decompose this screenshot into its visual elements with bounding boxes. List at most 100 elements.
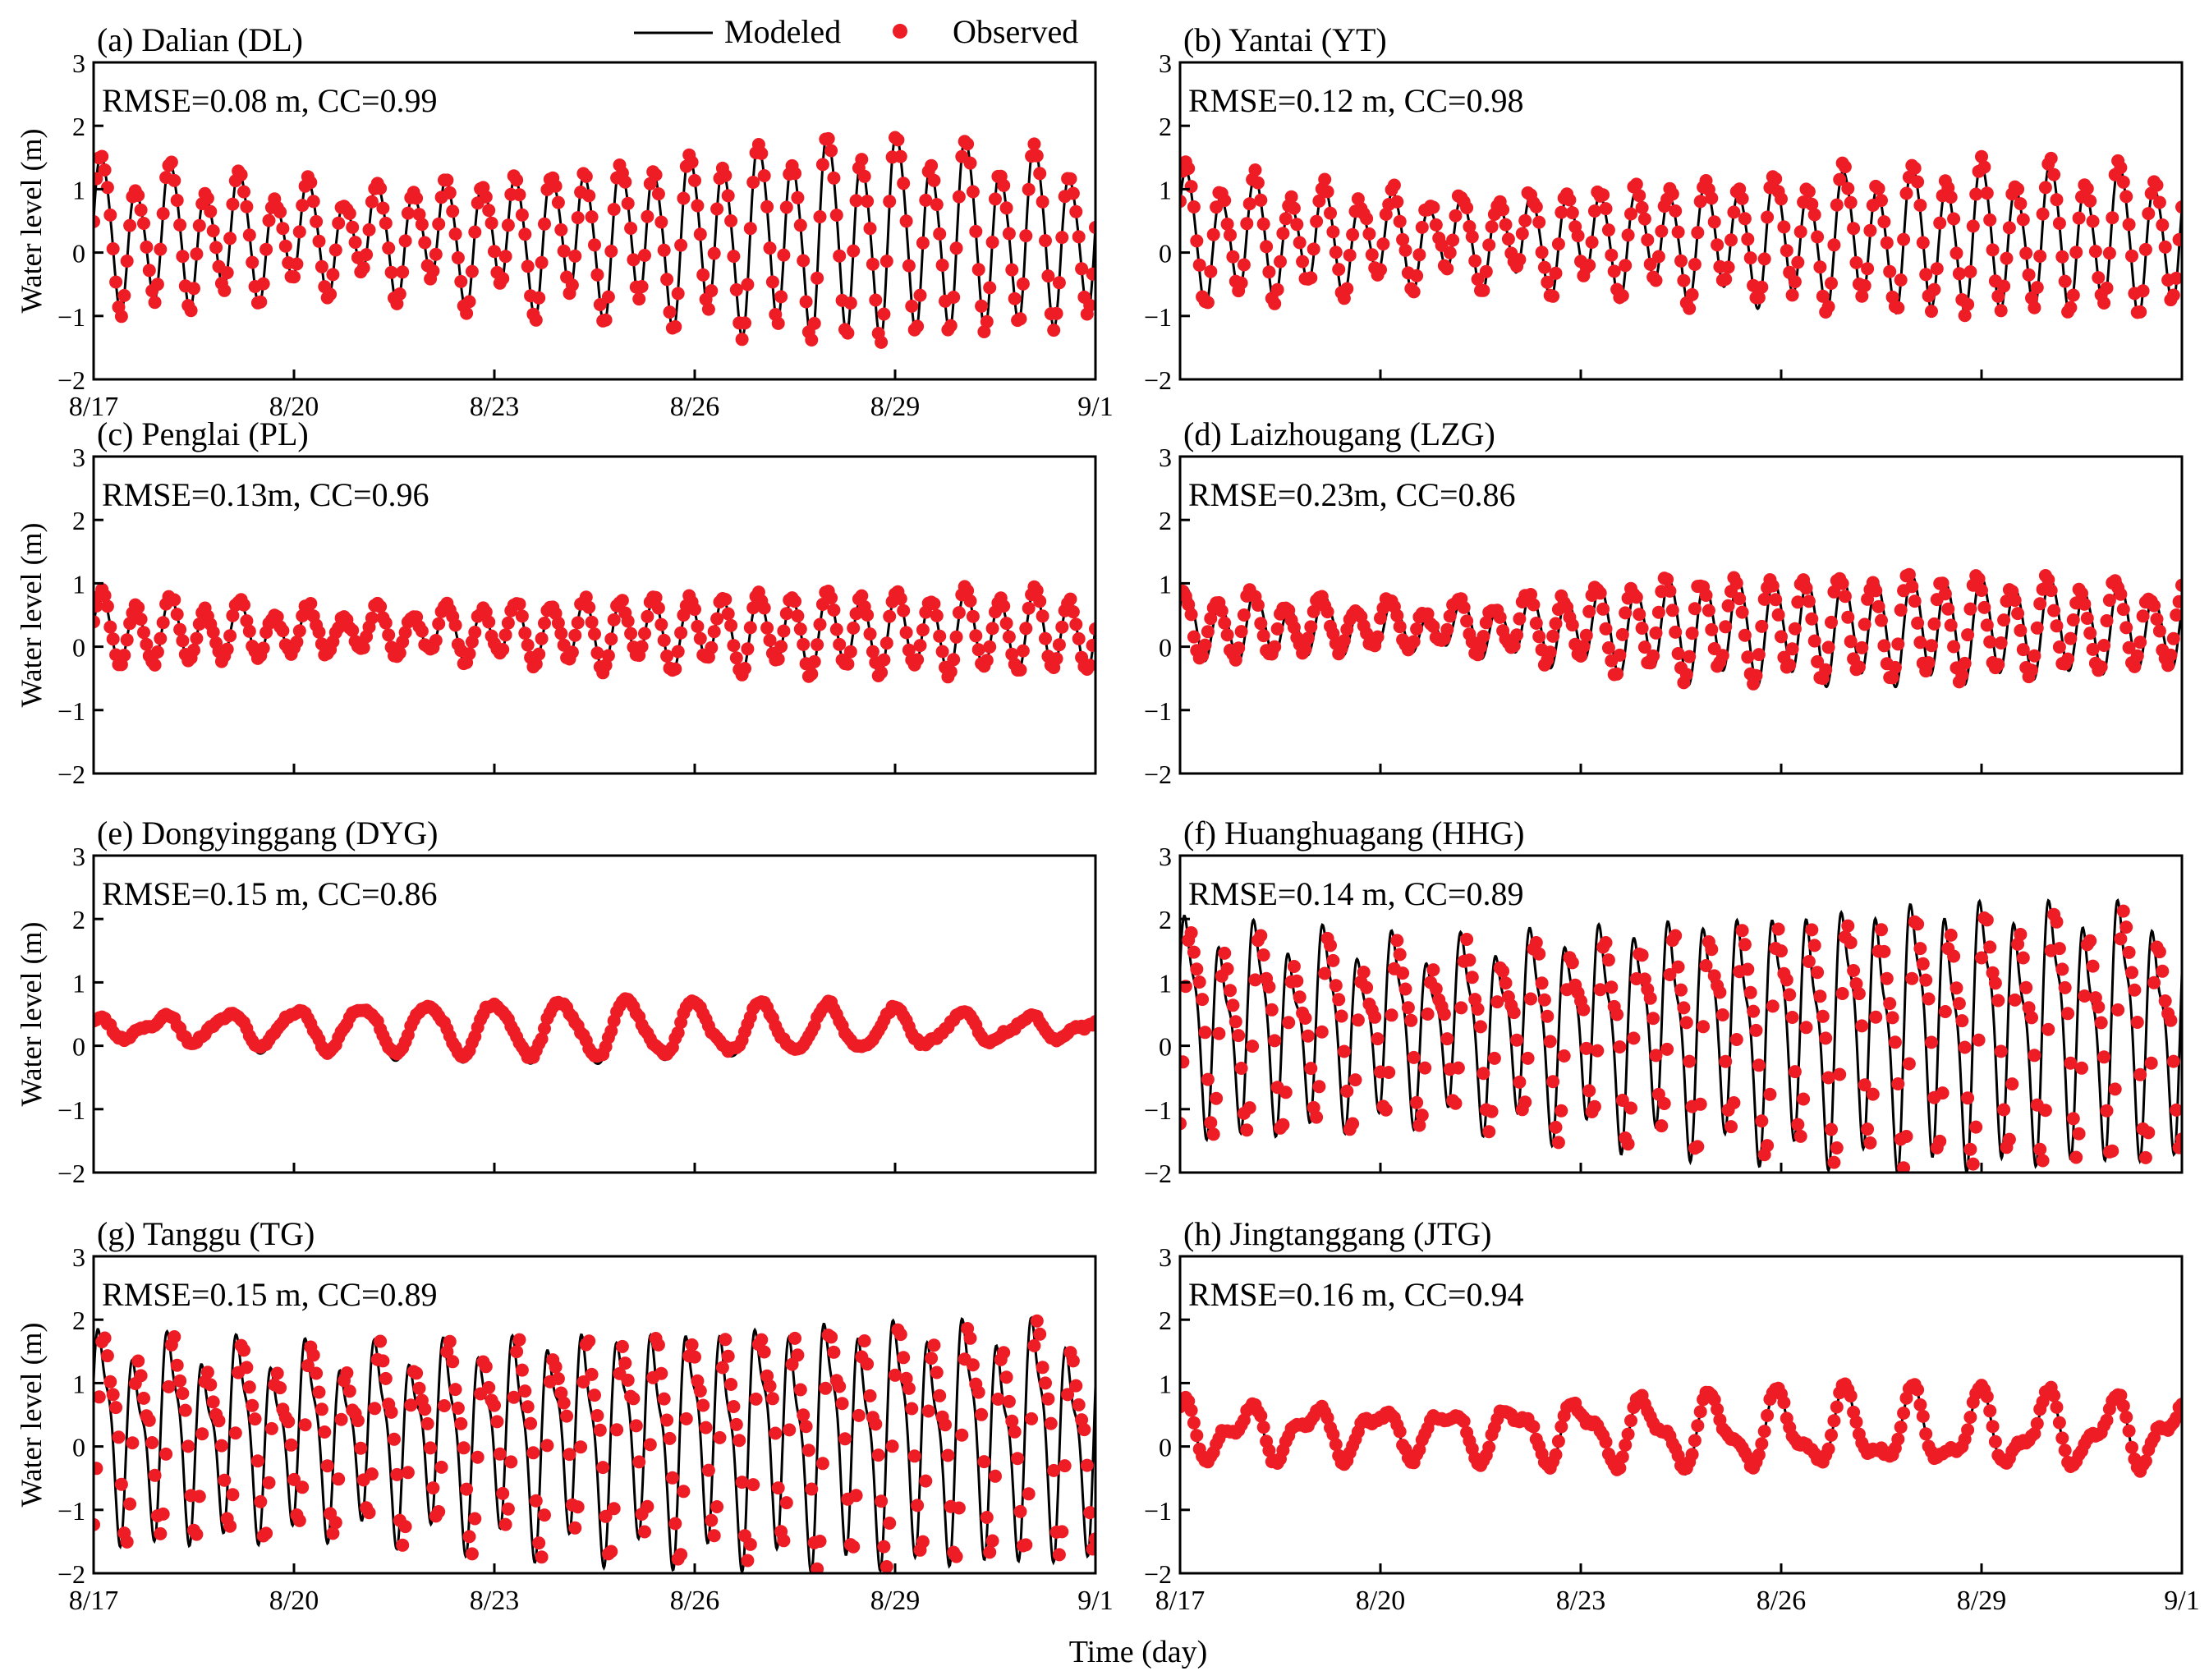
observed-point <box>1320 185 1334 199</box>
observed-point <box>565 645 579 659</box>
observed-point <box>1871 599 1885 613</box>
y-tick-label: −1 <box>57 302 85 332</box>
observed-point <box>1251 599 1265 612</box>
observed-point <box>259 242 273 256</box>
observed-point <box>1066 1354 1080 1368</box>
observed-point <box>735 333 749 347</box>
x-tick-label: 8/17 <box>69 1586 118 1616</box>
observed-point <box>760 621 774 635</box>
observed-point <box>1986 966 2000 980</box>
observed-point <box>2008 993 2022 1007</box>
observed-point <box>755 146 769 160</box>
observed-point <box>148 296 162 310</box>
observed-point <box>1287 201 1301 215</box>
observed-point <box>451 251 465 264</box>
observed-point <box>1357 966 1371 979</box>
observed-point <box>582 189 596 203</box>
observed-point <box>446 1355 460 1369</box>
observed-point <box>206 625 220 639</box>
observed-point <box>2036 1395 2050 1409</box>
observed-point <box>554 1386 568 1400</box>
observed-point <box>1234 276 1248 290</box>
observed-point <box>2086 214 2100 228</box>
observed-point <box>1961 1091 1975 1105</box>
observed-point <box>2058 274 2072 288</box>
observed-point <box>2170 271 2182 285</box>
observed-point <box>1476 1067 1490 1081</box>
observed-point <box>498 628 512 642</box>
observed-point <box>1310 214 1324 228</box>
observed-point <box>1535 976 1549 990</box>
observed-point <box>315 1402 328 1416</box>
observed-point <box>1262 1444 1276 1457</box>
observed-point <box>145 1436 159 1449</box>
observed-point <box>512 597 526 611</box>
observed-point <box>2092 1000 2106 1014</box>
observed-point <box>2044 151 2058 165</box>
y-tick-label: −2 <box>1144 760 1172 789</box>
observed-point <box>262 213 276 227</box>
observed-point <box>1284 190 1298 204</box>
observed-point <box>346 220 360 234</box>
y-tick-label: −1 <box>57 1095 85 1125</box>
observed-point <box>1019 622 1033 636</box>
observed-point <box>1490 995 1504 1009</box>
observed-point <box>571 1500 585 1514</box>
observed-point <box>1196 993 1210 1007</box>
observed-point <box>1474 1020 1487 1034</box>
observed-point <box>1613 1461 1627 1475</box>
observed-point <box>1947 640 1961 654</box>
observed-point <box>1404 1013 1418 1027</box>
observed-point <box>727 639 741 653</box>
observed-point <box>651 1338 665 1352</box>
observed-point <box>184 304 198 318</box>
observed-point <box>760 1369 774 1383</box>
observed-point <box>857 169 871 183</box>
observed-point <box>1290 218 1304 232</box>
observed-point <box>1019 1538 1033 1552</box>
observed-point <box>148 1468 162 1482</box>
observed-point <box>961 137 975 151</box>
observed-point <box>304 597 318 610</box>
observed-point <box>969 629 983 643</box>
observed-point <box>515 609 529 623</box>
observed-point <box>94 214 100 228</box>
observed-point <box>763 633 777 647</box>
observed-point <box>875 1494 889 1508</box>
observed-point <box>1256 1421 1270 1434</box>
observed-point <box>1875 194 1888 208</box>
observed-point <box>621 614 635 628</box>
observed-point <box>721 189 735 203</box>
observed-point <box>985 236 999 249</box>
observed-point <box>883 195 897 209</box>
observed-point <box>866 257 879 271</box>
observed-point <box>237 598 250 612</box>
y-tick-label: 3 <box>72 48 85 78</box>
observed-point <box>290 257 304 271</box>
observed-point <box>526 1446 540 1460</box>
observed-point <box>1201 1072 1215 1086</box>
observed-point <box>1637 212 1651 226</box>
observed-point <box>805 333 819 347</box>
observed-point <box>1555 1104 1568 1118</box>
observed-point <box>1198 1026 1212 1040</box>
observed-point <box>529 313 543 327</box>
observed-point <box>1279 1086 1293 1099</box>
observed-point <box>1674 983 1688 997</box>
observed-point <box>829 209 843 222</box>
observed-point <box>1320 605 1334 619</box>
observed-point <box>1460 614 1474 628</box>
observed-point <box>2158 994 2172 1008</box>
observed-point <box>1883 264 1897 278</box>
observed-point <box>961 584 975 598</box>
observed-point <box>374 181 388 195</box>
observed-point <box>733 1434 746 1448</box>
observed-point <box>1072 230 1086 244</box>
observed-point <box>1407 285 1421 299</box>
observed-point <box>1749 668 1763 682</box>
observed-point <box>1390 934 1404 948</box>
observed-point <box>897 177 911 190</box>
observed-point <box>604 632 618 646</box>
observed-point <box>168 1330 181 1343</box>
observed-point <box>1791 595 1805 609</box>
